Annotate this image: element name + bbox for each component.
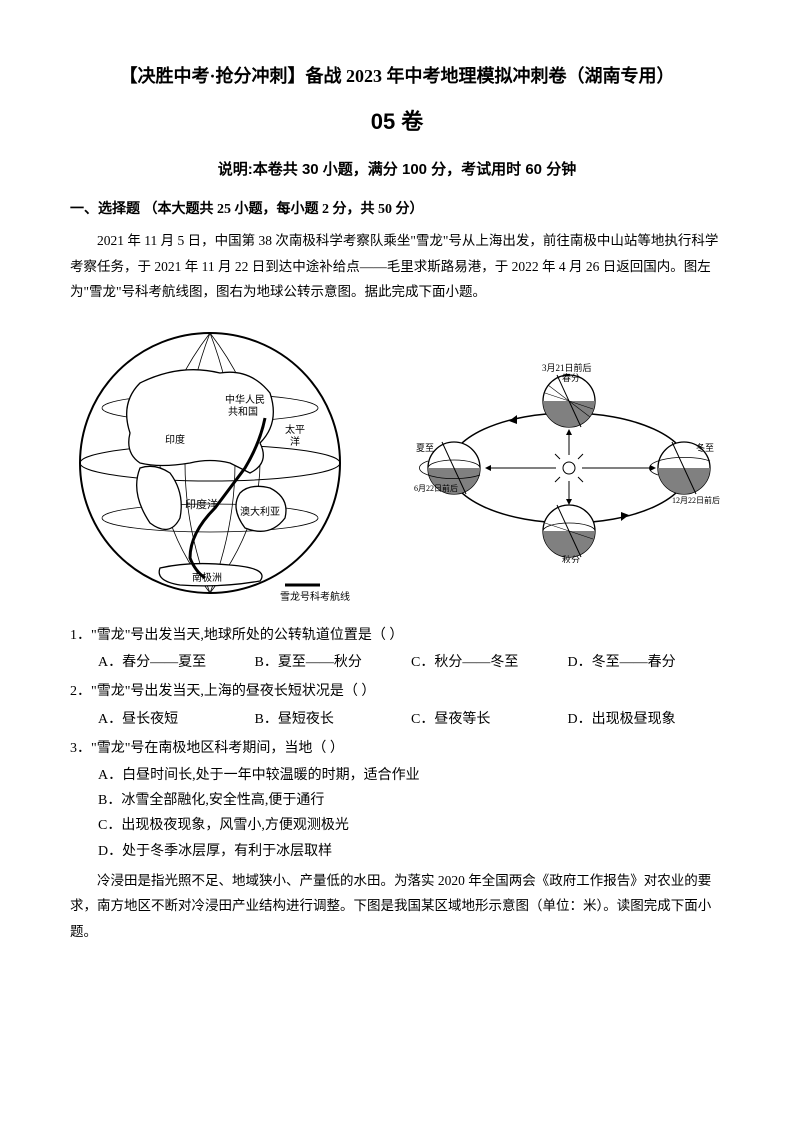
q1-opt-a: A．春分——夏至 (98, 650, 255, 675)
section-header: 一、选择题 （本大题共 25 小题，每小题 2 分，共 50 分） (70, 197, 724, 222)
instructions: 说明:本卷共 30 小题，满分 100 分，考试用时 60 分钟 (70, 156, 724, 183)
svg-text:秋分: 秋分 (562, 554, 580, 563)
svg-text:6月22日前后: 6月22日前后 (414, 483, 458, 493)
svg-text:印度: 印度 (165, 433, 185, 446)
svg-text:12月22日前后: 12月22日前后 (672, 495, 720, 505)
svg-text:印度洋: 印度洋 (185, 497, 218, 511)
q3-opt-d: D．处于冬季冰层厚，有利于冰层取样 (98, 839, 724, 864)
q2-options: A．昼长夜短 B．昼短夜长 C．昼夜等长 D．出现极昼现象 (70, 707, 724, 732)
svg-text:春分: 春分 (562, 372, 580, 383)
q1-opt-c: C．秋分——冬至 (411, 650, 568, 675)
q3-opt-a: A．白昼时间长,处于一年中较温暖的时期，适合作业 (98, 763, 724, 788)
q3-stem: 3．"雪龙"号在南极地区科考期间，当地（ ） (70, 736, 724, 761)
passage-1: 2021 年 11 月 5 日，中国第 38 次南极科学考察队乘坐"雪龙"号从上… (70, 228, 724, 305)
passage-2: 冷浸田是指光照不足、地域狭小、产量低的水田。为落实 2020 年全国两会《政府工… (70, 868, 724, 945)
q3-opt-b: B．冰雪全部融化,安全性高,便于通行 (98, 788, 724, 813)
svg-text:雪龙号科考航线: 雪龙号科考航线 (280, 590, 350, 603)
q3-opt-c: C．出现极夜现象，风雪小,方便观测极光 (98, 813, 724, 838)
svg-text:太平: 太平 (285, 423, 305, 436)
q1-options: A．春分——夏至 B．夏至——秋分 C．秋分——冬至 D．冬至——春分 (70, 650, 724, 675)
q2-opt-d: D．出现极昼现象 (568, 707, 725, 732)
q2-opt-c: C．昼夜等长 (411, 707, 568, 732)
q1-stem: 1．"雪龙"号出发当天,地球所处的公转轨道位置是（ ） (70, 623, 724, 648)
main-title: 【决胜中考·抢分冲刺】备战 2023 年中考地理模拟冲刺卷（湖南专用） (70, 60, 724, 92)
svg-text:3月21日前后: 3月21日前后 (542, 363, 592, 373)
orbit-figure: 3月21日前后 春分 夏至 6月22日前后 秋分 9月23日前后 冬至 12月2… (414, 363, 724, 563)
earth-autumn (543, 505, 595, 557)
q2-opt-a: A．昼长夜短 (98, 707, 255, 732)
svg-text:澳大利亚: 澳大利亚 (240, 505, 280, 518)
question-1: 1．"雪龙"号出发当天,地球所处的公转轨道位置是（ ） A．春分——夏至 B．夏… (70, 623, 724, 675)
svg-text:中华人民: 中华人民 (225, 393, 265, 406)
question-2: 2．"雪龙"号出发当天,上海的昼夜长短状况是（ ） A．昼长夜短 B．昼短夜长 … (70, 679, 724, 731)
svg-text:冬至: 冬至 (696, 442, 714, 453)
globe-figure: 中华人民 共和国 印度 太平 洋 印度洋 澳大利亚 南极洲 雪龙号科考航线 (70, 313, 370, 613)
q1-opt-d: D．冬至——春分 (568, 650, 725, 675)
q2-opt-b: B．昼短夜长 (255, 707, 412, 732)
svg-text:共和国: 共和国 (228, 406, 258, 418)
sub-title: 05 卷 (70, 102, 724, 142)
svg-text:南极洲: 南极洲 (192, 571, 222, 584)
question-3: 3．"雪龙"号在南极地区科考期间，当地（ ） A．白昼时间长,处于一年中较温暖的… (70, 736, 724, 864)
figure-row: 中华人民 共和国 印度 太平 洋 印度洋 澳大利亚 南极洲 雪龙号科考航线 (70, 313, 724, 613)
q3-options: A．白昼时间长,处于一年中较温暖的时期，适合作业 B．冰雪全部融化,安全性高,便… (70, 763, 724, 864)
q1-opt-b: B．夏至——秋分 (255, 650, 412, 675)
q2-stem: 2．"雪龙"号出发当天,上海的昼夜长短状况是（ ） (70, 679, 724, 704)
svg-text:夏至: 夏至 (416, 443, 434, 453)
svg-text:洋: 洋 (290, 435, 300, 448)
